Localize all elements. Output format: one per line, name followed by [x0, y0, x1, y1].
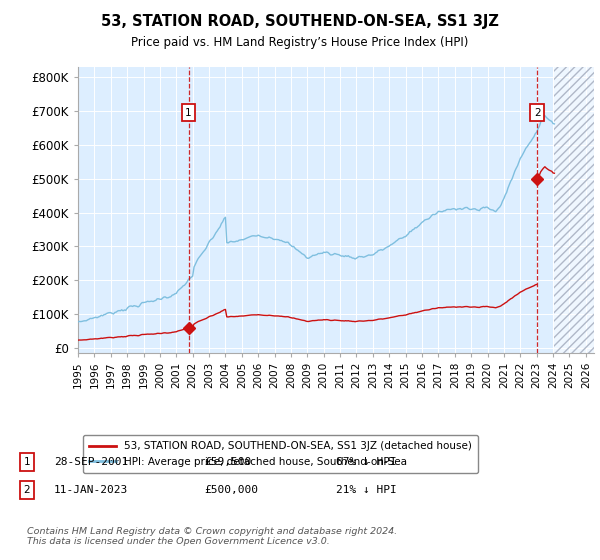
Text: 2: 2 [23, 485, 31, 495]
Text: Price paid vs. HM Land Registry’s House Price Index (HPI): Price paid vs. HM Land Registry’s House … [131, 36, 469, 49]
Text: 2: 2 [534, 108, 541, 118]
Text: 1: 1 [185, 108, 192, 118]
Text: 1: 1 [23, 457, 31, 467]
Text: 11-JAN-2023: 11-JAN-2023 [54, 485, 128, 495]
Text: Contains HM Land Registry data © Crown copyright and database right 2024.
This d: Contains HM Land Registry data © Crown c… [27, 526, 397, 546]
Text: 53, STATION ROAD, SOUTHEND-ON-SEA, SS1 3JZ: 53, STATION ROAD, SOUTHEND-ON-SEA, SS1 3… [101, 14, 499, 29]
Bar [554, 67, 600, 353]
Text: £500,000: £500,000 [204, 485, 258, 495]
Text: 67% ↓ HPI: 67% ↓ HPI [336, 457, 397, 467]
Bar [554, 67, 600, 353]
Legend: 53, STATION ROAD, SOUTHEND-ON-SEA, SS1 3JZ (detached house), HPI: Average price,: 53, STATION ROAD, SOUTHEND-ON-SEA, SS1 3… [83, 435, 478, 473]
Text: 28-SEP-2001: 28-SEP-2001 [54, 457, 128, 467]
Text: £59,500: £59,500 [204, 457, 251, 467]
Text: 21% ↓ HPI: 21% ↓ HPI [336, 485, 397, 495]
